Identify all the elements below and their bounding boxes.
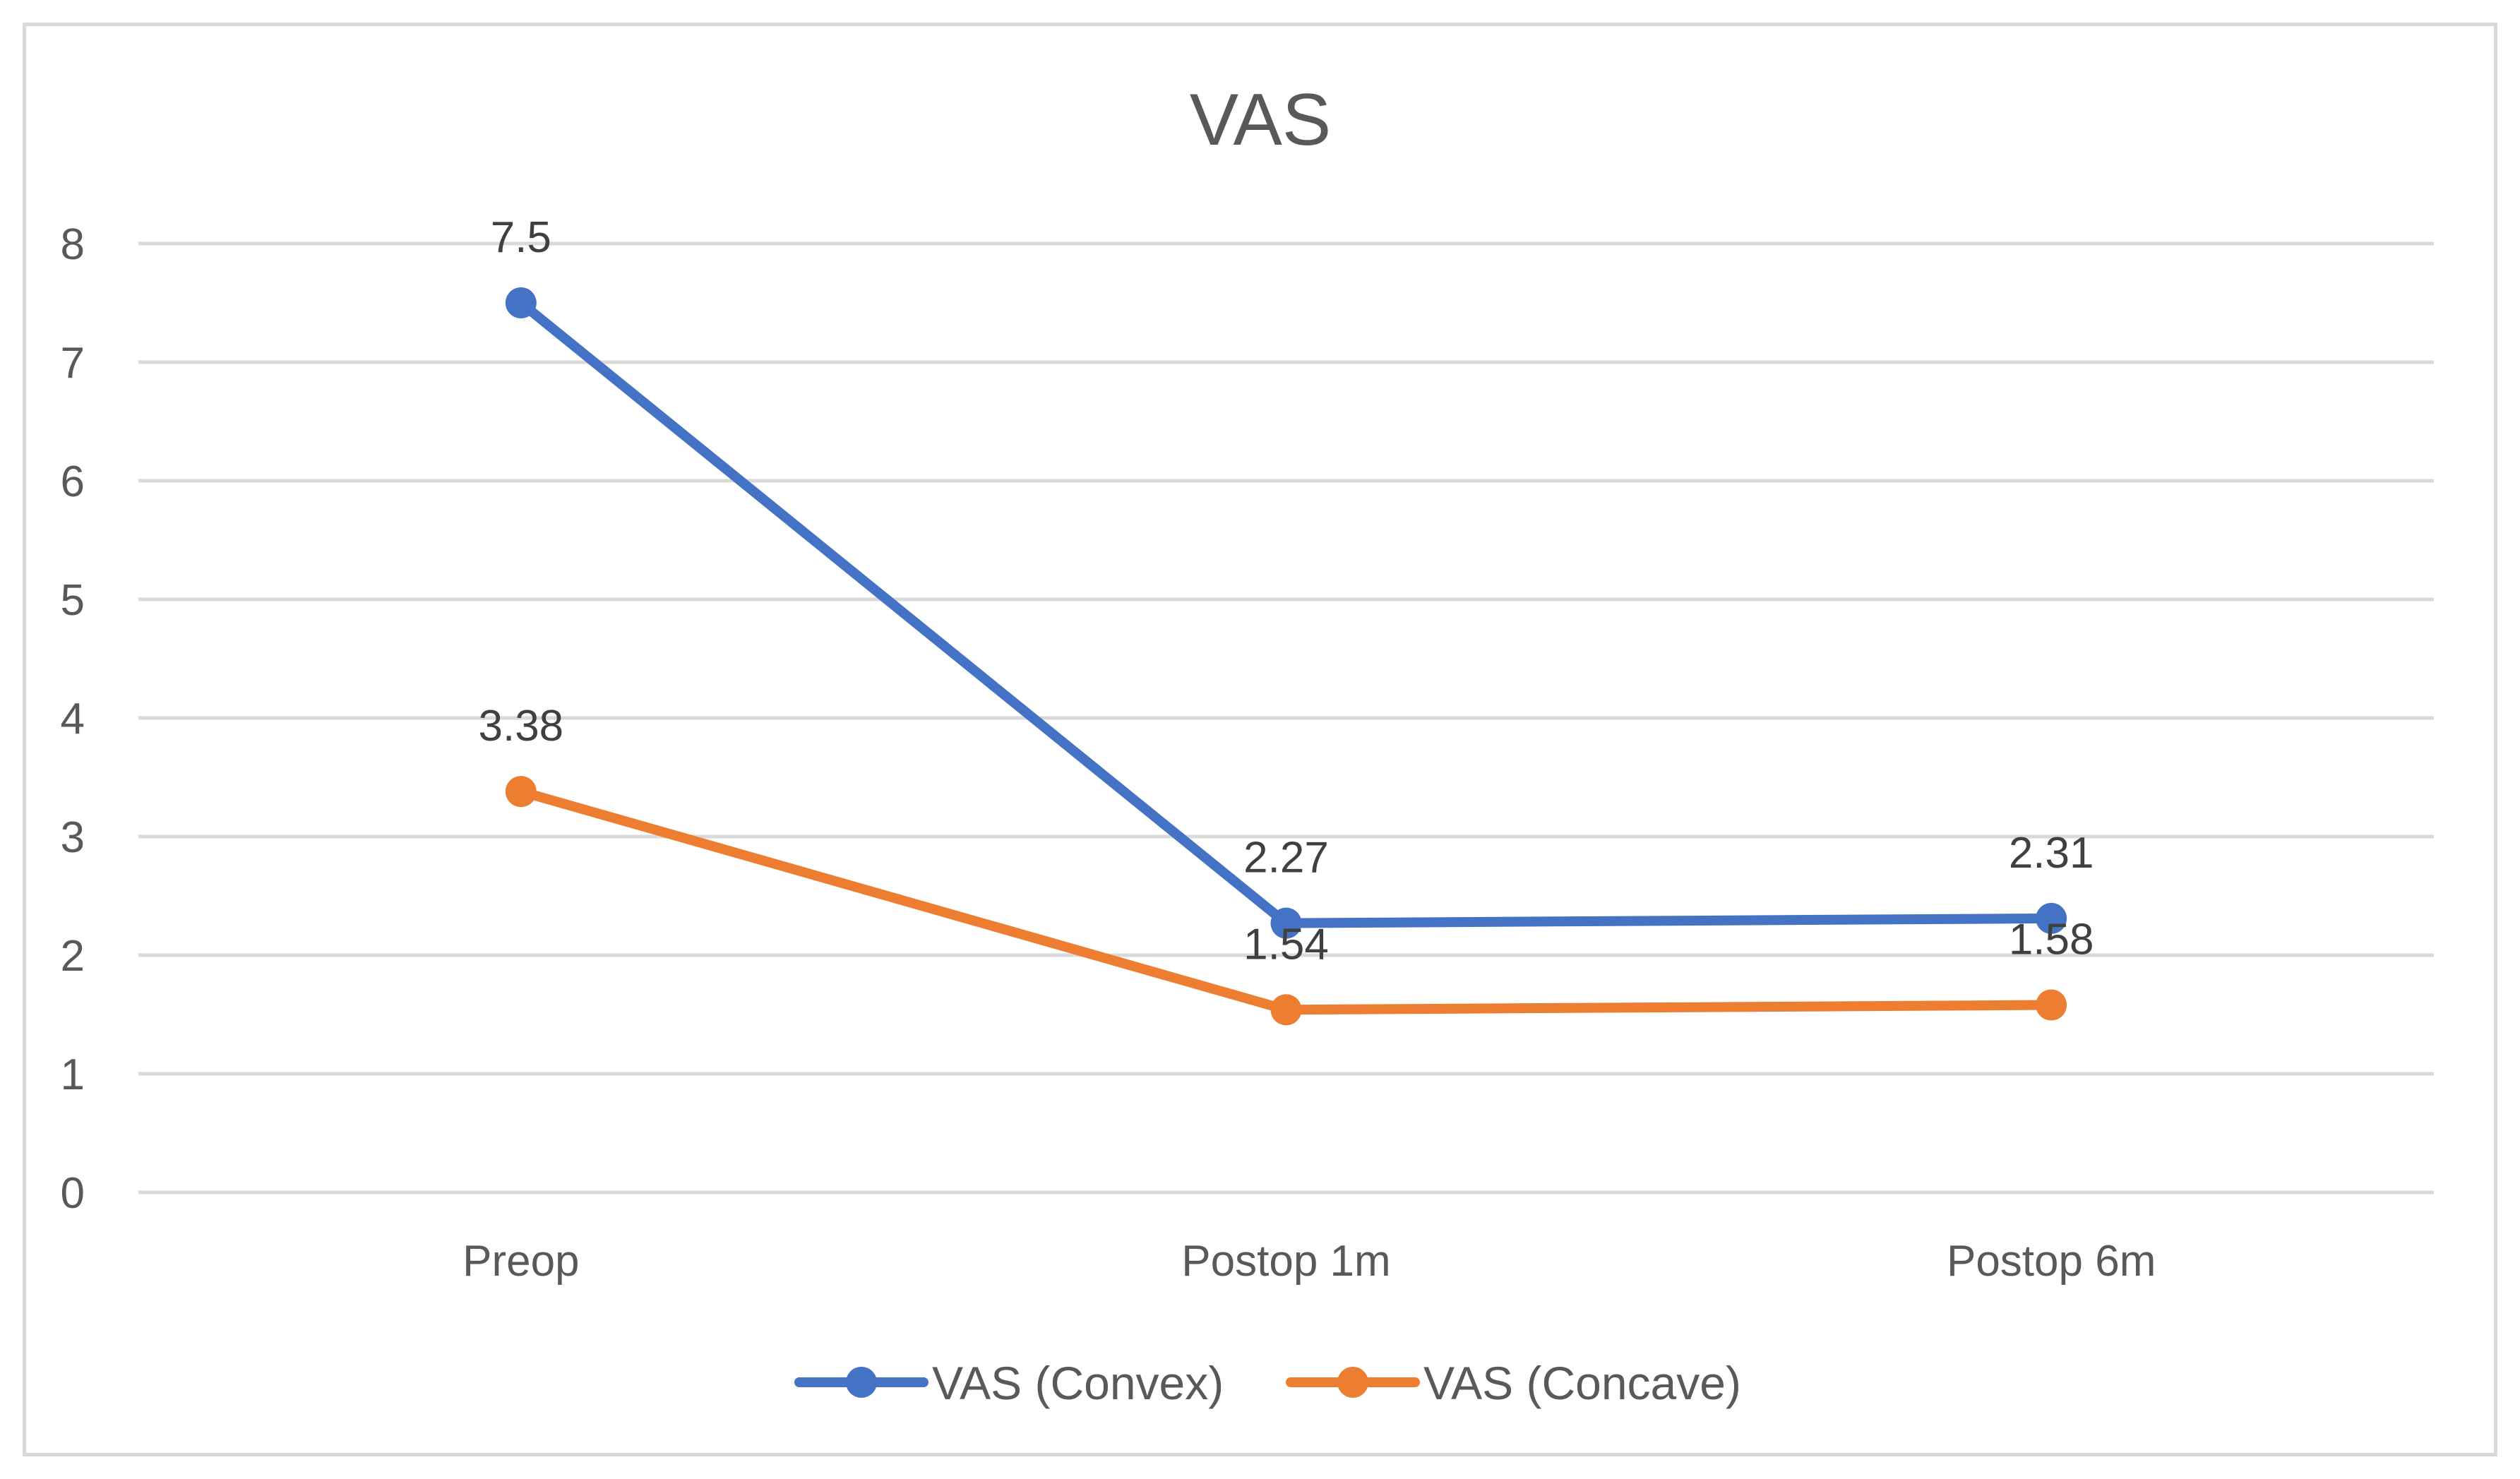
data-point-s1-0 [505,776,537,808]
gridlines [138,241,2434,1194]
series-lines [505,287,2067,1026]
y-tick-label-7: 7 [61,339,85,388]
y-tick-label-0: 0 [61,1169,85,1218]
y-tick-label-6: 6 [61,457,85,506]
legend-label-1: VAS (Concave) [1423,1357,1741,1409]
legend-marker-0 [846,1367,877,1398]
data-label-s1-2: 1.58 [2009,916,2094,964]
x-tick-label-0: Preop [462,1237,579,1286]
data-label-s1-0: 3.38 [478,702,563,750]
x-axis-ticks: Preop Postop 1m Postop 6m [462,1237,2156,1286]
series-line-1 [515,786,2057,1015]
data-label-s0-1: 2.27 [1243,834,1329,882]
data-labels: 7.5 2.27 2.31 3.38 1.54 1.58 [478,213,2094,969]
legend-marker-1 [1337,1367,1368,1398]
chart-frame [23,23,2497,1456]
data-point-s1-2 [2036,989,2067,1021]
chart-title: VAS [1190,79,1331,161]
legend-label-0: VAS (Convex) [932,1357,1224,1409]
data-label-s1-1: 1.54 [1243,920,1329,969]
data-point-s0-0 [505,287,537,318]
data-label-s0-0: 7.5 [491,213,551,262]
y-tick-label-5: 5 [61,576,85,625]
data-point-s0-1 [1270,907,1302,939]
y-tick-label-8: 8 [61,220,85,269]
y-tick-label-3: 3 [61,813,85,862]
y-tick-label-4: 4 [61,695,85,743]
legend: VAS (Convex) VAS (Concave) [794,1357,1741,1409]
y-tick-label-2: 2 [61,932,85,981]
data-point-s1-1 [1270,994,1302,1026]
series-line-0 [515,298,2057,928]
y-axis-ticks: 0 1 2 3 4 5 6 7 8 [61,220,85,1218]
data-point-s0-2 [2036,902,2067,934]
y-tick-label-1: 1 [61,1050,85,1099]
data-label-s0-2: 2.31 [2009,829,2094,878]
x-tick-label-1: Postop 1m [1181,1237,1390,1286]
x-tick-label-2: Postop 6m [1947,1237,2156,1286]
